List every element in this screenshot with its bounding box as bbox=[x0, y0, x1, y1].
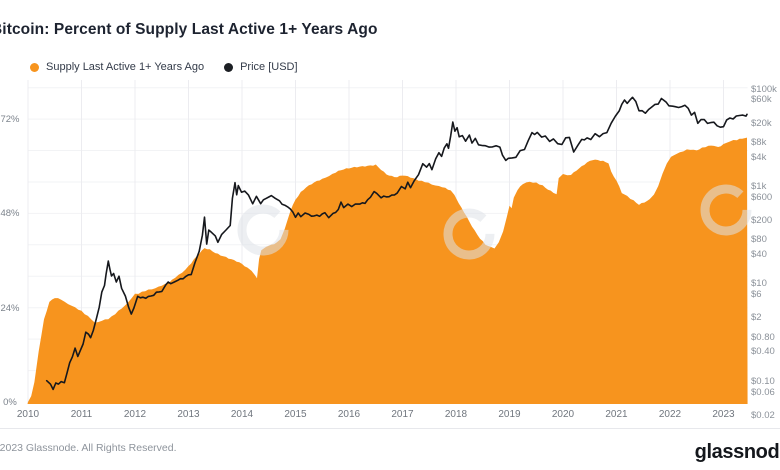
right-axis-tick: $0.10 bbox=[751, 375, 775, 387]
x-axis-tick: 2016 bbox=[337, 409, 361, 420]
right-axis-tick: $0.06 bbox=[751, 386, 775, 398]
right-axis-tick: $10 bbox=[751, 278, 767, 290]
legend-item-supply[interactable]: Supply Last Active 1+ Years Ago bbox=[30, 61, 204, 73]
watermark-logo-icon bbox=[443, 208, 495, 260]
left-axis-tick: 48% bbox=[0, 208, 20, 220]
footer-bar: © 2023 Glassnode. All Rights Reserved. g… bbox=[0, 428, 780, 470]
chart-legend: Supply Last Active 1+ Years Ago Price [U… bbox=[30, 61, 298, 73]
x-axis-tick: 2022 bbox=[658, 409, 682, 420]
left-axis-tick: 24% bbox=[0, 302, 20, 314]
watermark-logo-icon bbox=[700, 184, 752, 236]
right-axis-tick: $600 bbox=[751, 191, 773, 203]
legend-item-price[interactable]: Price [USD] bbox=[224, 61, 298, 73]
right-axis-tick: $6 bbox=[751, 289, 762, 301]
price-series-dot-icon bbox=[224, 62, 234, 72]
x-axis-tick: 2019 bbox=[498, 409, 521, 420]
x-axis-tick: 2011 bbox=[70, 409, 93, 420]
legend-label-price: Price [USD] bbox=[240, 61, 298, 73]
right-axis-tick: $40 bbox=[751, 248, 767, 260]
right-axis-tick: $0.80 bbox=[751, 331, 775, 343]
x-axis-tick: 2018 bbox=[444, 409, 468, 420]
x-axis-tick: 2017 bbox=[391, 409, 414, 420]
right-axis-tick: $0.40 bbox=[751, 346, 775, 358]
left-axis-tick: 72% bbox=[0, 114, 20, 126]
right-axis-tick: $8k bbox=[751, 136, 767, 148]
right-axis-tick: $2 bbox=[751, 312, 762, 324]
x-axis-tick: 2013 bbox=[177, 409, 200, 420]
right-axis-tick: $20k bbox=[751, 117, 772, 129]
right-axis-tick: $100k bbox=[751, 83, 777, 95]
watermark-logo-icon bbox=[237, 204, 289, 256]
glassnode-wordmark: glassnode bbox=[694, 441, 780, 463]
left-axis-tick: 0% bbox=[3, 397, 17, 408]
right-axis-tick: $1k bbox=[751, 180, 767, 192]
x-axis-tick: 2021 bbox=[605, 409, 628, 420]
x-axis-tick: 2010 bbox=[16, 409, 40, 420]
x-axis-tick: 2020 bbox=[551, 409, 575, 420]
x-axis-tick: 2015 bbox=[284, 409, 307, 420]
copyright-text: © 2023 Glassnode. All Rights Reserved. bbox=[0, 442, 177, 454]
chart-title: Bitcoin: Percent of Supply Last Active 1… bbox=[0, 21, 378, 38]
right-axis-tick: $0.02 bbox=[751, 409, 775, 421]
right-axis-tick: $4k bbox=[751, 151, 767, 163]
legend-label-supply: Supply Last Active 1+ Years Ago bbox=[46, 61, 205, 73]
x-axis-tick: 2014 bbox=[230, 409, 254, 420]
right-axis-tick: $60k bbox=[751, 94, 772, 106]
right-axis-tick: $200 bbox=[751, 214, 773, 226]
x-axis-tick: 2012 bbox=[123, 409, 147, 420]
right-axis-tick: $80 bbox=[751, 234, 767, 246]
x-axis-tick: 2023 bbox=[712, 409, 735, 420]
supply-series-dot-icon bbox=[30, 62, 39, 72]
